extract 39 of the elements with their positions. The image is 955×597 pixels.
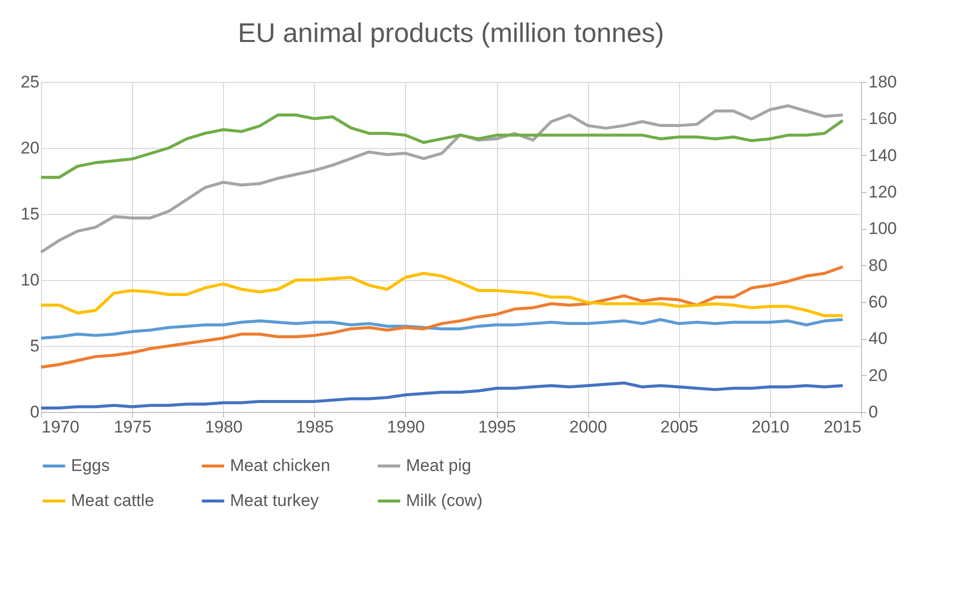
x-tick-label: 1975 bbox=[114, 418, 152, 436]
x-tick-label: 2010 bbox=[751, 418, 790, 436]
y2-tick-label: 0 bbox=[868, 402, 878, 422]
x-tick-label: 1985 bbox=[296, 418, 334, 436]
y-tick-label: 20 bbox=[20, 138, 40, 158]
line-series bbox=[40, 265, 844, 369]
y2-tick-label: 140 bbox=[868, 146, 897, 165]
line-series bbox=[40, 104, 844, 254]
x-tick-label: 1970 bbox=[42, 418, 80, 436]
x-tick-label: 2005 bbox=[660, 418, 698, 436]
x-tick-label: 2015 bbox=[824, 418, 862, 436]
legend-label: Meat chicken bbox=[230, 456, 330, 475]
y2-tick-label: 180 bbox=[868, 72, 897, 92]
y2-tick-label: 40 bbox=[868, 329, 888, 348]
x-tick-label: 1990 bbox=[387, 418, 425, 436]
y2-tick-label: 100 bbox=[868, 219, 897, 238]
x-tick-label: 1995 bbox=[478, 418, 516, 436]
legend-label: Meat pig bbox=[406, 456, 472, 475]
legend-label: Meat cattle bbox=[71, 491, 154, 510]
y2-tick-label: 80 bbox=[868, 256, 888, 275]
line-series bbox=[40, 114, 844, 179]
y-tick-label: 10 bbox=[20, 270, 40, 290]
y-tick-label: 15 bbox=[20, 204, 40, 224]
y2-tick-label: 120 bbox=[868, 182, 897, 202]
x-tick-label: 1980 bbox=[204, 418, 243, 436]
y2-tick-label: 160 bbox=[868, 109, 897, 128]
legend-label: Eggs bbox=[71, 456, 110, 475]
y-tick-label: 0 bbox=[30, 402, 40, 422]
legend-label: Meat turkey bbox=[230, 491, 320, 510]
x-tick-label: 2000 bbox=[569, 418, 608, 436]
legend-label: Milk (cow) bbox=[406, 491, 482, 510]
line-series bbox=[40, 381, 844, 410]
line-series bbox=[40, 318, 844, 340]
y-tick-label: 5 bbox=[30, 336, 40, 356]
chart-title: EU animal products (million tonnes) bbox=[238, 18, 664, 48]
y-tick-label: 25 bbox=[20, 72, 40, 92]
y2-tick-label: 20 bbox=[868, 366, 888, 385]
line-series bbox=[40, 272, 844, 318]
y2-tick-label: 60 bbox=[868, 292, 888, 312]
